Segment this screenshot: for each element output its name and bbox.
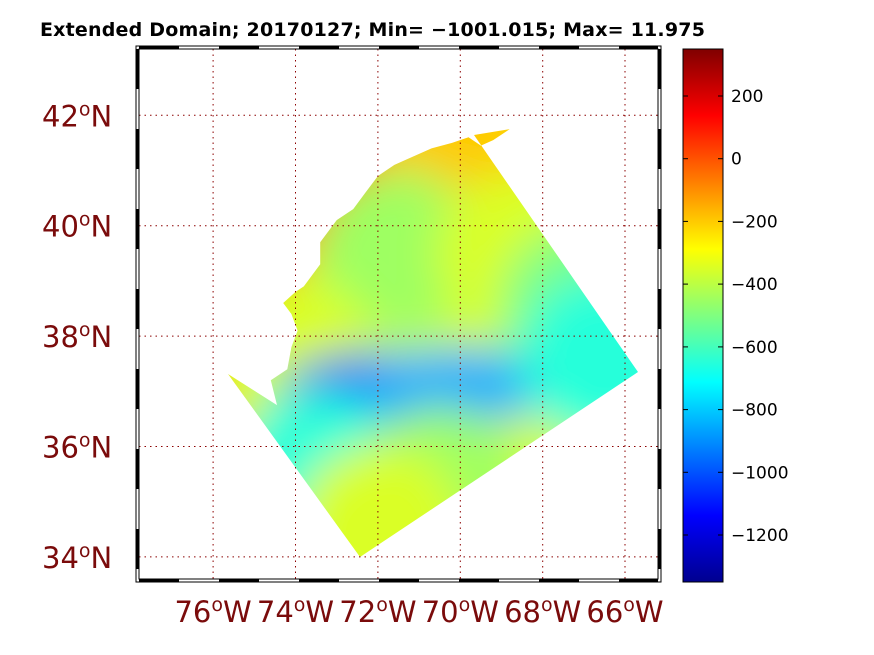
colorbar-tick-label: −200: [731, 212, 778, 232]
map-frame: [135, 45, 662, 583]
lon-tick-label: 68oW: [504, 594, 581, 629]
colorbar: 200 0 −200 −400 −600 −800 −1000 −1200: [682, 48, 789, 583]
lon-tick-label: 66oW: [586, 594, 663, 629]
field-sample-10: [519, 273, 638, 444]
colorbar-tick-label: 0: [731, 150, 742, 170]
field-sample-3: [313, 168, 484, 339]
lat-tick-label: 42oN: [42, 98, 112, 133]
longitude-labels: 76oW 74oW 72oW 70oW 68oW 66oW: [174, 594, 663, 629]
field-sample-13: [292, 444, 463, 557]
lon-tick-label: 70oW: [422, 594, 499, 629]
lat-tick-label: 38oN: [42, 319, 112, 354]
colorbar-tick-label: −400: [731, 275, 778, 295]
colorbar-tick-label: −600: [731, 338, 778, 358]
data-field: [228, 129, 638, 557]
lat-tick-label: 36oN: [42, 430, 112, 465]
lon-tick-label: 76oW: [174, 594, 251, 629]
lat-tick-label: 34oN: [42, 540, 112, 575]
latitude-labels: 42oN 40oN 38oN 36oN 34oN: [42, 98, 112, 575]
lon-tick-label: 74oW: [257, 594, 334, 629]
lon-tick-label: 72oW: [339, 594, 416, 629]
colorbar-tick-label: −1000: [731, 463, 789, 483]
lat-tick-label: 40oN: [42, 209, 112, 244]
colorbar-gradient: [683, 49, 723, 582]
grid: [139, 49, 658, 579]
colorbar-border: [682, 48, 724, 583]
chart-title: Extended Domain; 20170127; Min= −1001.01…: [40, 19, 706, 41]
colorbar-tick-label: 200: [731, 87, 763, 107]
colorbar-tick-label: −800: [731, 401, 778, 421]
colorbar-tick-label: −1200: [731, 526, 789, 546]
